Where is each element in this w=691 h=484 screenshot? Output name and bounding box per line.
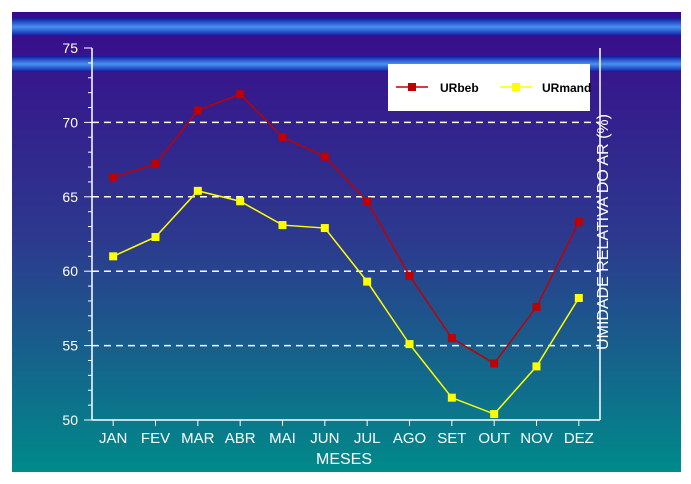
data-point-urbeb-abr <box>236 90 245 99</box>
series-line-urbeb <box>112 93 580 365</box>
axes <box>84 47 601 426</box>
y-axis-label: UMIDADE RELATIVA DO AR (%) <box>595 114 612 350</box>
data-point-urbeb-fev <box>151 160 160 169</box>
data-point-urmand-set <box>447 393 456 402</box>
y-tick-label-55: 55 <box>62 338 78 354</box>
data-point-urbeb-nov <box>532 302 541 311</box>
legend-marker-urmand <box>512 83 520 91</box>
legend-marker-urbeb <box>408 83 416 91</box>
data-point-urmand-dez <box>574 293 583 302</box>
x-tick-label-ago: AGO <box>393 430 426 447</box>
data-point-urmand-jan <box>109 252 118 261</box>
legend-label-urbeb: URbeb <box>440 81 479 95</box>
data-point-urbeb-mai <box>278 133 287 142</box>
data-point-urmand-mar <box>193 186 202 195</box>
y-tick-label-75: 75 <box>62 40 78 56</box>
data-point-urbeb-dez <box>574 218 583 227</box>
y-tick-label-70: 70 <box>62 114 78 130</box>
data-point-urmand-jul <box>363 277 372 286</box>
line-chart: 50 55 60 65 70 75 JAN FEV MAR ABR MAI JUN JUL AGO SET O… <box>12 12 681 472</box>
data-point-urbeb-set <box>447 334 456 343</box>
data-point-urbeb-jan <box>109 173 118 182</box>
x-tick-label-fev: FEV <box>141 430 170 447</box>
y-tick-label-65: 65 <box>62 189 78 205</box>
data-point-urbeb-out <box>490 359 499 368</box>
x-tick-label-mar: MAR <box>181 430 215 447</box>
legend-items: URbeb URmand <box>396 81 591 95</box>
x-tick-label-abr: ABR <box>225 430 256 447</box>
tick-labels: 50 55 60 65 70 75 JAN FEV MAR ABR MAI JUN JUL AGO SET O… <box>62 40 593 447</box>
data-point-urmand-abr <box>236 197 245 206</box>
legend-label-urmand: URmand <box>542 81 591 95</box>
x-tick-label-nov: NOV <box>520 430 553 447</box>
x-tick-label-dez: DEZ <box>564 430 594 447</box>
y-tick-label-50: 50 <box>62 412 78 428</box>
y-tick-label-60: 60 <box>62 263 78 279</box>
x-tick-label-jun: JUN <box>310 430 339 447</box>
x-tick-label-out: OUT <box>478 430 510 447</box>
data-point-urbeb-jul <box>363 197 372 206</box>
gridlines <box>92 121 600 347</box>
series-lines <box>109 90 583 419</box>
x-tick-label-jul: JUL <box>354 430 381 447</box>
data-point-urmand-mai <box>278 221 287 230</box>
x-axis-label: MESES <box>316 451 372 468</box>
data-point-urmand-out <box>490 410 499 419</box>
chart-frame: 50 55 60 65 70 75 JAN FEV MAR ABR MAI JUN JUL AGO SET O… <box>12 12 681 472</box>
data-point-urbeb-jun <box>320 152 329 161</box>
series-line-urmand <box>112 190 580 415</box>
data-point-urmand-fev <box>151 232 160 241</box>
x-tick-label-mai: MAI <box>269 430 296 447</box>
data-point-urbeb-mar <box>193 106 202 115</box>
x-tick-label-set: SET <box>437 430 466 447</box>
legend: URbeb URmand <box>388 64 591 111</box>
x-tick-label-jan: JAN <box>99 430 127 447</box>
data-point-urmand-nov <box>532 362 541 371</box>
decorative-band-top <box>12 18 681 36</box>
data-point-urbeb-ago <box>405 271 414 280</box>
data-point-urmand-jun <box>320 224 329 233</box>
data-point-urmand-ago <box>405 340 414 349</box>
